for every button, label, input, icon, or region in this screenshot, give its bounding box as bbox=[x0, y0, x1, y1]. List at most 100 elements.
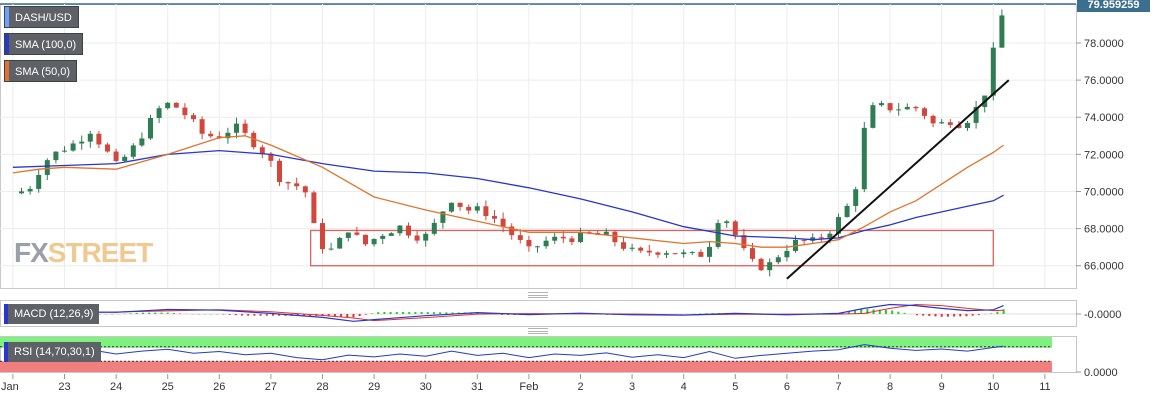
bearish-candle bbox=[242, 123, 248, 133]
trendline bbox=[786, 79, 1010, 280]
bullish-candle bbox=[79, 141, 85, 144]
sma50-swatch bbox=[5, 61, 9, 81]
bullish-candle bbox=[836, 217, 841, 234]
bullish-candle bbox=[130, 145, 136, 157]
rsi-axis-label: 0.0000 bbox=[1084, 367, 1118, 379]
sma100-swatch bbox=[5, 34, 9, 54]
rsi-line bbox=[12, 344, 1004, 361]
x-tick-label: 28 bbox=[316, 381, 328, 393]
bearish-candle bbox=[655, 252, 661, 255]
date-axis: Jan 23 24 25 26 27 28 29 30 31 Feb 2 3 4 5 6 7 8 9 10 11 bbox=[1, 374, 1051, 393]
bearish-candle bbox=[621, 242, 626, 249]
bearish-candle bbox=[638, 247, 644, 251]
bearish-candle bbox=[182, 107, 188, 116]
sma50-label[interactable]: SMA (50,0) bbox=[4, 60, 78, 82]
bullish-candle bbox=[861, 127, 867, 190]
bullish-candle bbox=[552, 236, 558, 241]
bullish-candle bbox=[870, 105, 876, 128]
bearish-candle bbox=[526, 239, 532, 247]
bullish-candle bbox=[345, 232, 351, 238]
bearish-candle bbox=[646, 250, 652, 253]
bullish-candle bbox=[990, 47, 996, 96]
bullish-candle bbox=[767, 262, 773, 271]
bullish-candle bbox=[578, 232, 583, 243]
x-tick-label: Jan bbox=[1, 381, 19, 393]
x-tick-label: 26 bbox=[213, 381, 225, 393]
bearish-candle bbox=[741, 235, 747, 249]
bullish-candle bbox=[19, 191, 24, 194]
last-price-tag: 79.959259 bbox=[1077, 0, 1150, 12]
bullish-candle bbox=[388, 233, 394, 236]
bearish-candle bbox=[732, 221, 738, 236]
bearish-candle bbox=[259, 147, 265, 154]
bearish-candle bbox=[947, 122, 953, 125]
bullish-candle bbox=[70, 143, 76, 151]
y-tick-label: 76.0000 bbox=[1084, 75, 1124, 87]
bullish-candle bbox=[543, 240, 549, 247]
x-tick-label: 30 bbox=[420, 381, 432, 393]
bearish-candle bbox=[801, 239, 807, 241]
sma100-line bbox=[12, 149, 1004, 241]
bullish-candle bbox=[62, 150, 67, 152]
bullish-candle bbox=[629, 247, 635, 249]
x-tick-label: 5 bbox=[732, 381, 738, 393]
macd-panel: -0.0000 bbox=[0, 300, 1121, 327]
rsi-oversold-zone bbox=[0, 361, 1052, 372]
bearish-candle bbox=[414, 235, 420, 241]
bearish-candle bbox=[285, 182, 291, 184]
rsi-panel: 0.0000 bbox=[0, 336, 1118, 379]
y-tick-label: 74.0000 bbox=[1084, 112, 1124, 124]
y-tick-label: 78.0000 bbox=[1084, 38, 1124, 50]
x-tick-label: Feb bbox=[519, 381, 538, 393]
bullish-candle bbox=[853, 189, 859, 206]
bullish-candle bbox=[423, 233, 429, 241]
bullish-candle bbox=[397, 225, 403, 234]
sma100-text: SMA (100,0) bbox=[15, 39, 77, 51]
fxstreet-watermark: FXSTREET bbox=[14, 237, 153, 269]
bullish-candle bbox=[139, 138, 145, 146]
bullish-candle bbox=[27, 188, 33, 192]
panel-resize-handle-rsi[interactable] bbox=[528, 328, 548, 334]
bearish-candle bbox=[294, 183, 300, 187]
macd-label[interactable]: MACD (12,26,9) bbox=[4, 304, 100, 324]
bullish-candle bbox=[689, 251, 695, 253]
bullish-candle bbox=[715, 223, 721, 247]
sma100-label[interactable]: SMA (100,0) bbox=[4, 33, 84, 55]
macd-swatch bbox=[4, 304, 8, 324]
bullish-candle bbox=[603, 231, 609, 235]
x-tick-label: 3 bbox=[629, 381, 635, 393]
bearish-candle bbox=[251, 132, 257, 148]
y-tick-label: 68.0000 bbox=[1084, 224, 1124, 236]
bearish-candle bbox=[311, 192, 317, 224]
bearish-candle bbox=[750, 248, 755, 259]
symbol-label[interactable]: DASH/USD bbox=[4, 6, 79, 28]
bearish-candle bbox=[406, 225, 411, 236]
bullish-candle bbox=[474, 206, 480, 211]
main-panel-frame bbox=[0, 4, 1077, 289]
x-tick-label: 27 bbox=[265, 381, 277, 393]
bullish-candle bbox=[44, 160, 50, 175]
bullish-candle bbox=[775, 257, 781, 263]
rsi-text: RSI (14,70,30,1) bbox=[14, 346, 95, 358]
bearish-candle bbox=[758, 258, 764, 271]
bullish-candle bbox=[225, 132, 231, 139]
panel-resize-handle-macd[interactable] bbox=[528, 292, 548, 298]
rsi-label[interactable]: RSI (14,70,30,1) bbox=[4, 342, 101, 362]
bullish-candle bbox=[87, 133, 93, 142]
bullish-candle bbox=[337, 237, 343, 249]
support-box bbox=[309, 229, 994, 267]
support-zone bbox=[309, 229, 994, 267]
bearish-candle bbox=[354, 232, 360, 235]
bullish-candle bbox=[999, 15, 1005, 48]
rsi-overbought-zone bbox=[0, 337, 1052, 348]
x-tick-label: 9 bbox=[939, 381, 945, 393]
bullish-candle bbox=[165, 102, 171, 109]
x-tick-label: 8 bbox=[887, 381, 893, 393]
bullish-candle bbox=[148, 117, 153, 139]
bullish-candle bbox=[681, 252, 687, 255]
sma50-text: SMA (50,0) bbox=[15, 66, 71, 78]
bullish-candle bbox=[440, 211, 446, 223]
x-tick-label: 31 bbox=[471, 381, 483, 393]
bearish-candle bbox=[363, 234, 368, 245]
